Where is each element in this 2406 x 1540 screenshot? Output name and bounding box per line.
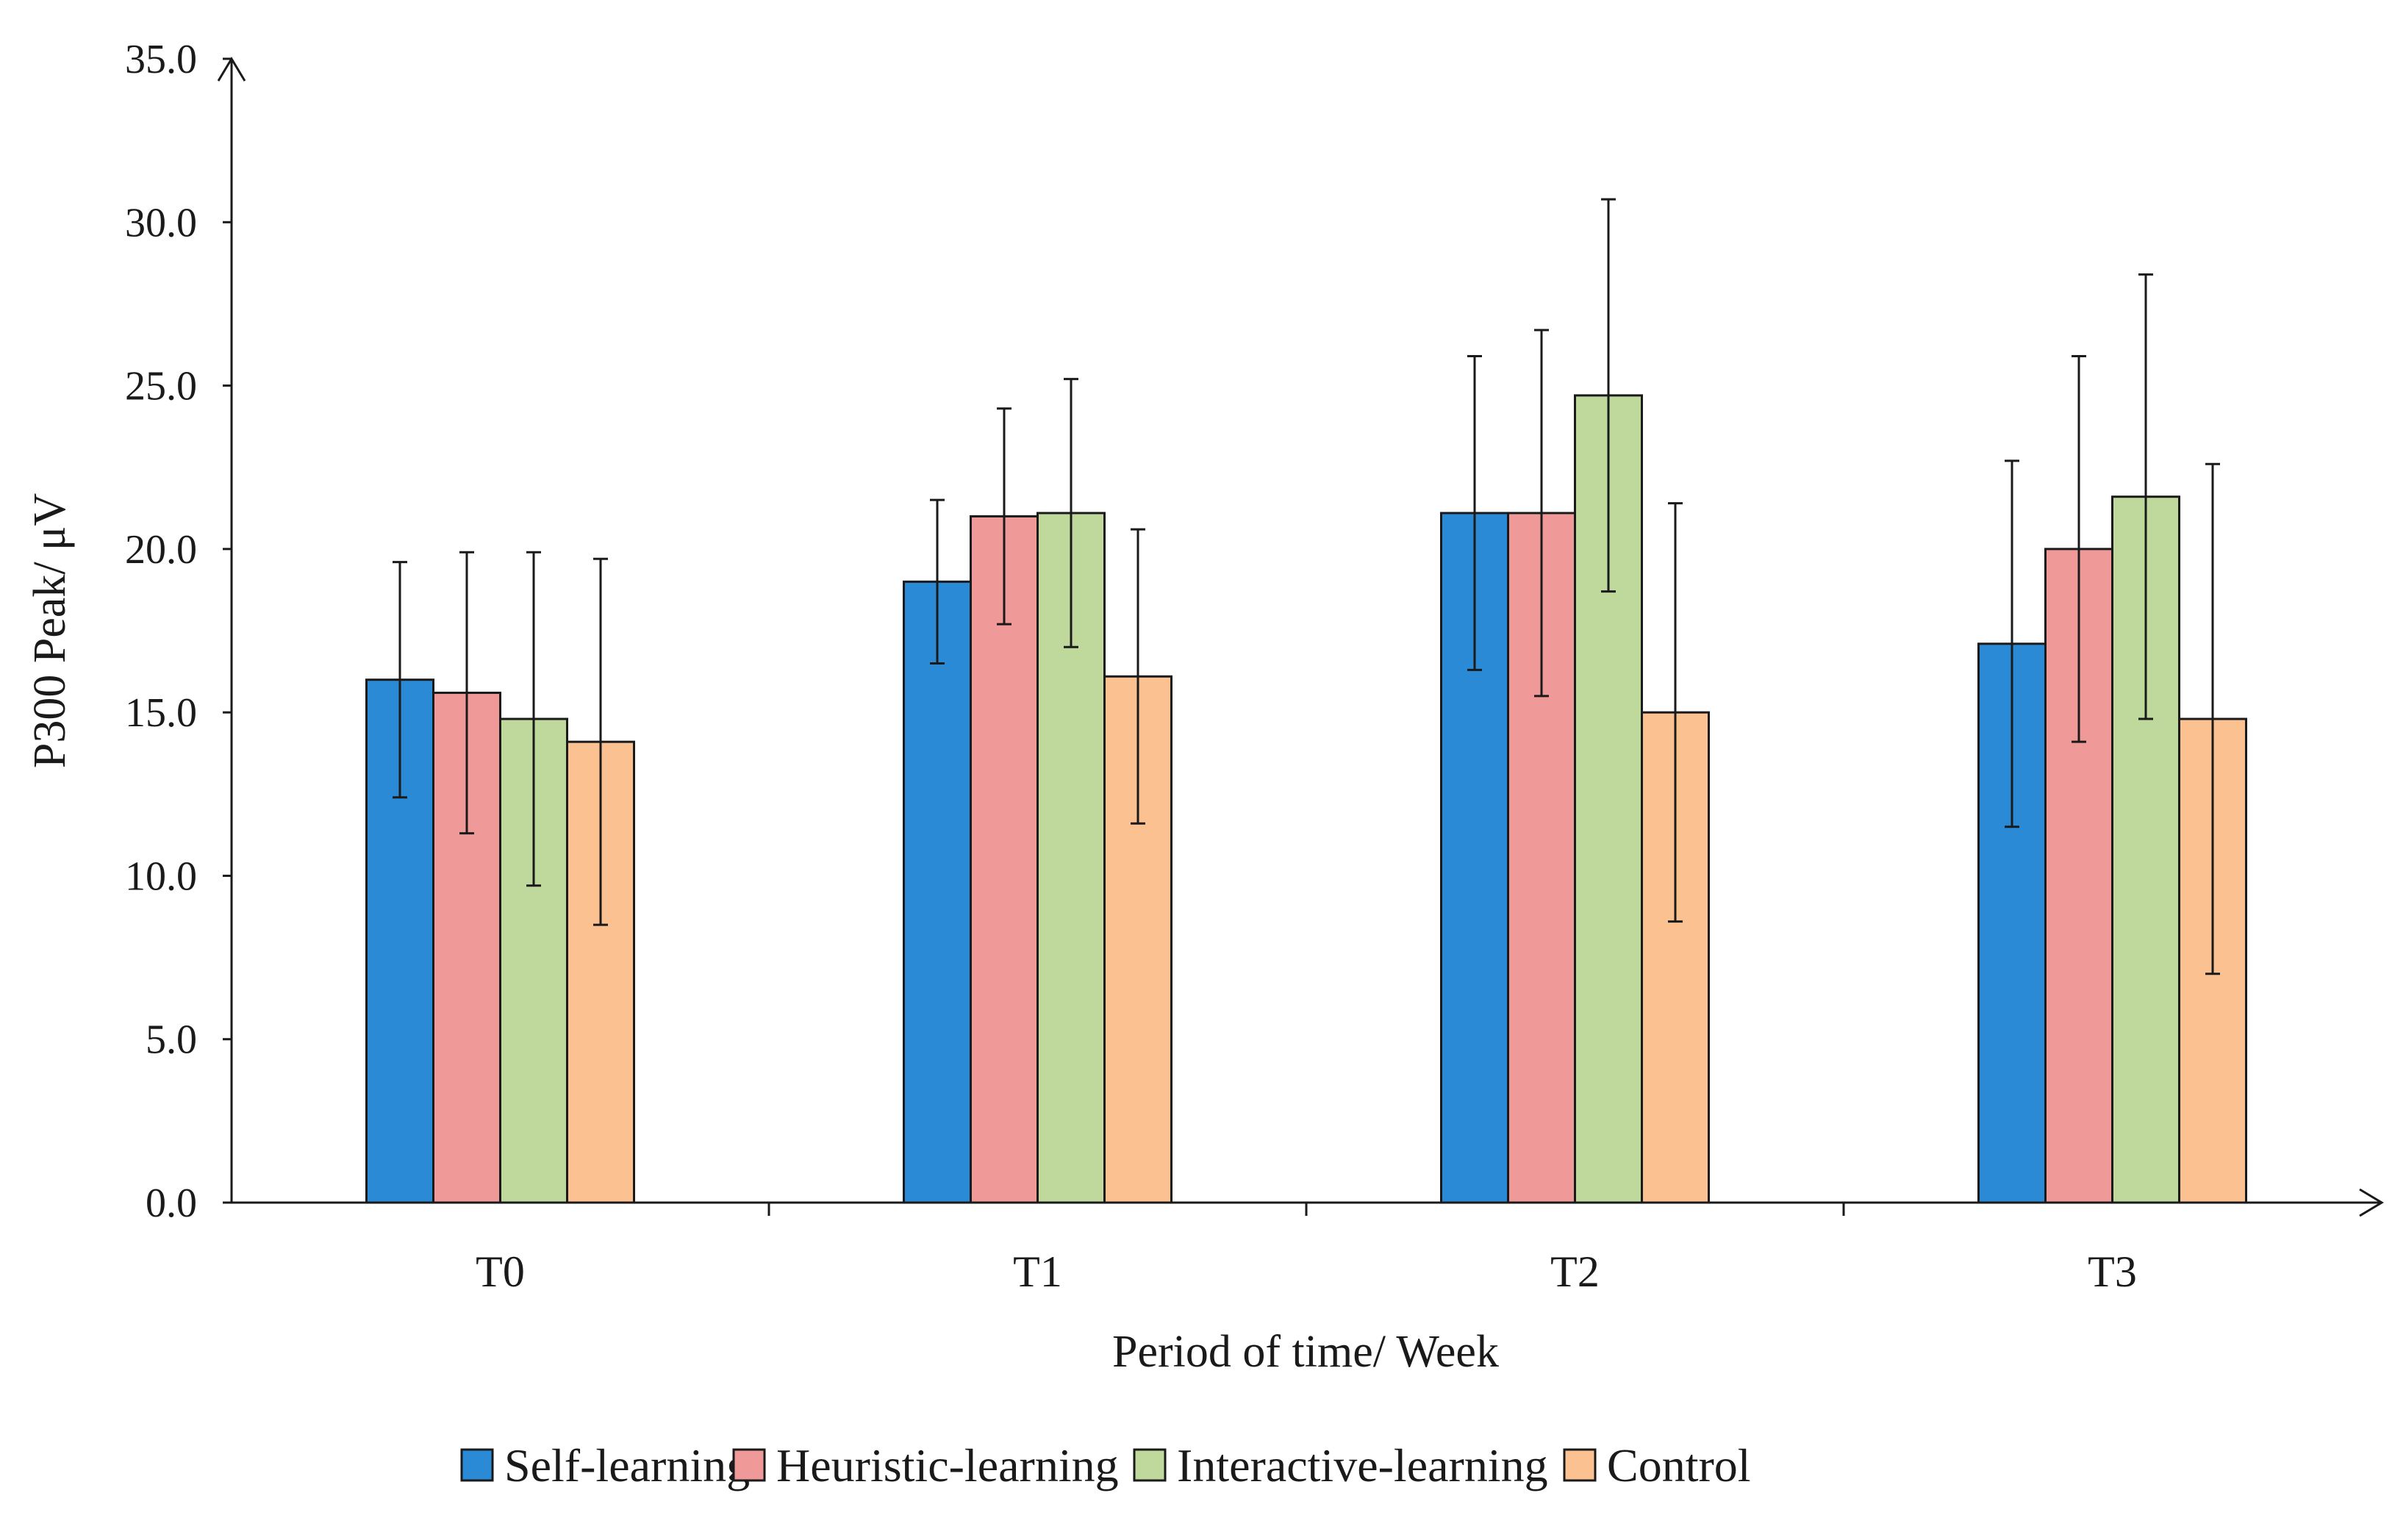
y-tick-label: 10.0 [125, 853, 197, 899]
y-ticks: 0.0 5.0 10.0 15.0 20.0 25.0 30.0 35.0 [125, 37, 232, 1226]
x-axis-title: Period of time/ Week [1112, 1327, 1499, 1377]
legend-label: Control [1607, 1439, 1751, 1491]
error-bars [393, 198, 2220, 975]
y-axis-title: P300 Peak/ μV [25, 493, 75, 768]
y-tick-label: 30.0 [125, 200, 197, 246]
legend-swatch [460, 1448, 494, 1482]
y-tick-label: 0.0 [146, 1181, 197, 1226]
legend-swatch [1133, 1448, 1167, 1482]
x-ticks: T0 T1 T2 T3 [476, 1203, 2137, 1296]
bars-layer [365, 394, 2247, 1204]
x-tick-label: T2 [1550, 1247, 1600, 1296]
legend-swatch [1563, 1448, 1597, 1482]
x-axis-arrow [2359, 1188, 2384, 1217]
y-tick-label: 5.0 [146, 1017, 197, 1063]
y-tick-label: 20.0 [125, 527, 197, 573]
x-tick-label: T0 [476, 1247, 525, 1296]
legend-label: Heuristic-learning [776, 1439, 1119, 1491]
legend-label: Self-learning [504, 1439, 750, 1491]
y-tick-label: 25.0 [125, 364, 197, 409]
x-tick-label: T3 [2088, 1247, 2137, 1296]
legend: Self-learning Heuristic-learning Interacti… [460, 1439, 1751, 1491]
bar [903, 580, 972, 1204]
y-tick-label: 15.0 [125, 690, 197, 736]
bar [566, 740, 635, 1204]
x-tick-label: T1 [1013, 1247, 1062, 1296]
legend-label: Interactive-learning [1177, 1439, 1548, 1491]
legend-swatch [732, 1448, 766, 1482]
y-tick-label: 35.0 [125, 37, 197, 82]
